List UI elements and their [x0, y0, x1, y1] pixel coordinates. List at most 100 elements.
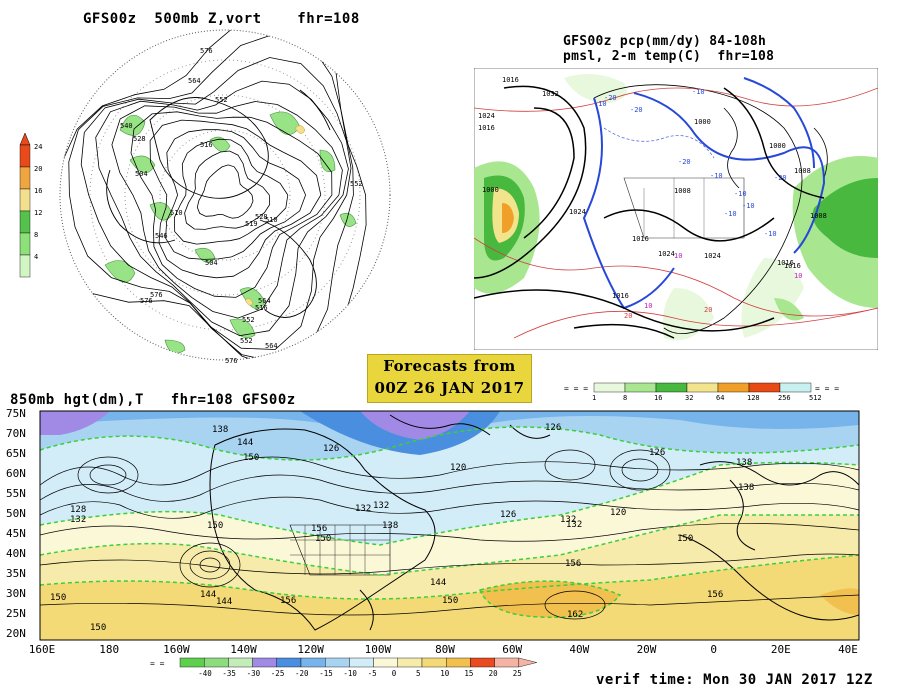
hgt-contour-label: 132: [373, 501, 389, 511]
hgt-contour-label: 132: [560, 515, 576, 525]
lon-label: 100W: [365, 643, 392, 656]
vort-contour-label: 510: [265, 216, 278, 224]
hgt-panel-title: 850mb hgt(dm),T fhr=108 GFS00z: [10, 392, 296, 408]
vort-contour-label: 504: [135, 170, 148, 178]
temp-colorbar-swatch: [446, 657, 471, 668]
hgt-contour-label: 150: [442, 596, 458, 606]
temp-colorbar-label: 0: [392, 669, 397, 678]
temp-label: -10: [724, 210, 737, 218]
temp-colorbar-swatch: [373, 657, 399, 668]
lon-label: 160W: [163, 643, 190, 656]
temp-colorbar-label: -5: [368, 669, 377, 678]
pcp-colorbar-label: 128: [747, 394, 760, 402]
vort-contour-label: 528: [255, 213, 268, 221]
temp-colorbar-swatch: [179, 657, 205, 668]
vort-contour-label: 576: [150, 291, 163, 299]
temp-label: 10: [674, 252, 682, 260]
vort-colorbar-swatch: [19, 210, 31, 234]
lon-label: 80W: [435, 643, 455, 656]
hgt-contour-label: 128: [70, 505, 86, 515]
temp-colorbar-label: -10: [343, 669, 357, 678]
vort-colorbar-swatch: [19, 232, 31, 256]
pcp-colorbar-label: 256: [778, 394, 791, 402]
height-contour: [196, 164, 254, 219]
height-contour: [95, 80, 349, 337]
vort-contour-label: 552: [242, 316, 255, 324]
pcp-colorbar-label: 1: [592, 394, 596, 402]
temp-colorbar-arrow: [518, 657, 537, 668]
height-contour: [165, 129, 306, 260]
temp-colorbar-swatch: [228, 657, 253, 668]
temp-label: 20: [624, 312, 632, 320]
temp-colorbar-label: 5: [416, 669, 421, 678]
pressure-label: 1024: [704, 252, 721, 260]
vort-colorbar-label: 20: [34, 165, 42, 173]
vort-colorbar-swatch: [19, 254, 31, 278]
vort-contour-label: 516: [200, 141, 213, 149]
hgt-contour-label: 138: [736, 458, 752, 468]
vort-contour-label: 510: [170, 209, 183, 217]
lat-label: 20N: [6, 627, 26, 640]
pressure-label: 1008: [794, 167, 811, 175]
lat-label: 55N: [6, 487, 26, 500]
temp-label: -20: [774, 174, 787, 182]
vort-contour-label: 552: [350, 180, 363, 188]
hgt-contour-label: 144: [216, 597, 232, 607]
pcp-colorbar-swatch: [779, 382, 812, 393]
lat-label: 30N: [6, 587, 26, 600]
temp-label: 20: [704, 306, 712, 314]
lon-label: 20E: [771, 643, 791, 656]
temp-label: 10: [794, 272, 802, 280]
pressure-label: 1024: [658, 250, 675, 258]
hgt-contour-label: 150: [243, 453, 259, 463]
temp-label: -20: [630, 106, 643, 114]
lat-label: 50N: [6, 507, 26, 520]
hgt-contour-label: 126: [500, 510, 516, 520]
hgt-contour-label: 120: [610, 508, 626, 518]
hgt-contour-label: 156: [565, 559, 581, 569]
pressure-label: 1016: [777, 259, 794, 267]
pressure-label: 1016: [612, 292, 629, 300]
temp-colorbar-swatch: [324, 657, 350, 668]
temp-colorbar-label: -20: [295, 669, 309, 678]
lon-label: 40E: [838, 643, 858, 656]
vort-colorbar-swatch: [19, 144, 31, 168]
vort-contour-label: 576: [225, 357, 238, 365]
hgt-contour-label: 150: [315, 534, 331, 544]
hgt-contour-label: 156: [280, 596, 296, 606]
hgt-contour-label: 126: [649, 448, 665, 458]
vort-contour-label: 552: [215, 96, 228, 104]
temp-label: -10: [742, 202, 755, 210]
vort-colorbar-label: 4: [34, 253, 38, 261]
temp-colorbar-swatch: [276, 657, 302, 668]
lon-label: 120W: [297, 643, 324, 656]
temp-label: 10: [644, 302, 652, 310]
vort-colorbar-label: 24: [34, 143, 42, 151]
pcp-colorbar-label: 8: [623, 394, 627, 402]
pressure-label: 1008: [674, 187, 691, 195]
temp-colorbar: = = -40 -35 -30 -25 -20 -15 -10 -5 0 5 10 15 20 25: [150, 657, 537, 678]
vort-contour-label: 552: [240, 337, 253, 345]
pcp-colorbar-swatch: [686, 382, 719, 393]
pressure-label: 1032: [542, 90, 559, 98]
temp-colorbar-label: 15: [464, 669, 473, 678]
lon-label: 180: [99, 643, 119, 656]
lon-label: 40W: [569, 643, 589, 656]
lat-label: 45N: [6, 527, 26, 540]
temp-colorbar-label: -25: [271, 669, 285, 678]
vort-colorbar: 24 20 16 12 8 4: [19, 132, 42, 278]
pressure-label: 1016: [502, 76, 519, 84]
vort-contour-label: 576: [200, 47, 213, 55]
temp-colorbar-swatch: [300, 657, 326, 668]
temp-label: -10: [710, 172, 723, 180]
lat-label: 60N: [6, 467, 26, 480]
hgt-contour-label: 138: [738, 483, 754, 493]
pcp-panel: 1016 1032 1024 1016 1000 1024 1008 1024 1016 1000…: [474, 68, 878, 350]
hgt-panel: 75N 70N 65N 60N 55N 50N 45N 40N 35N 30N 25N 20N 160…: [6, 407, 860, 656]
hgt-contour-label: 138: [212, 425, 228, 435]
pressure-label: 1000: [769, 142, 786, 150]
vort-contour-label: 540: [120, 122, 133, 130]
temp-label: -10: [692, 88, 705, 96]
pcp-colorbar-label: 16: [654, 394, 662, 402]
temp-colorbar-label: -15: [319, 669, 333, 678]
